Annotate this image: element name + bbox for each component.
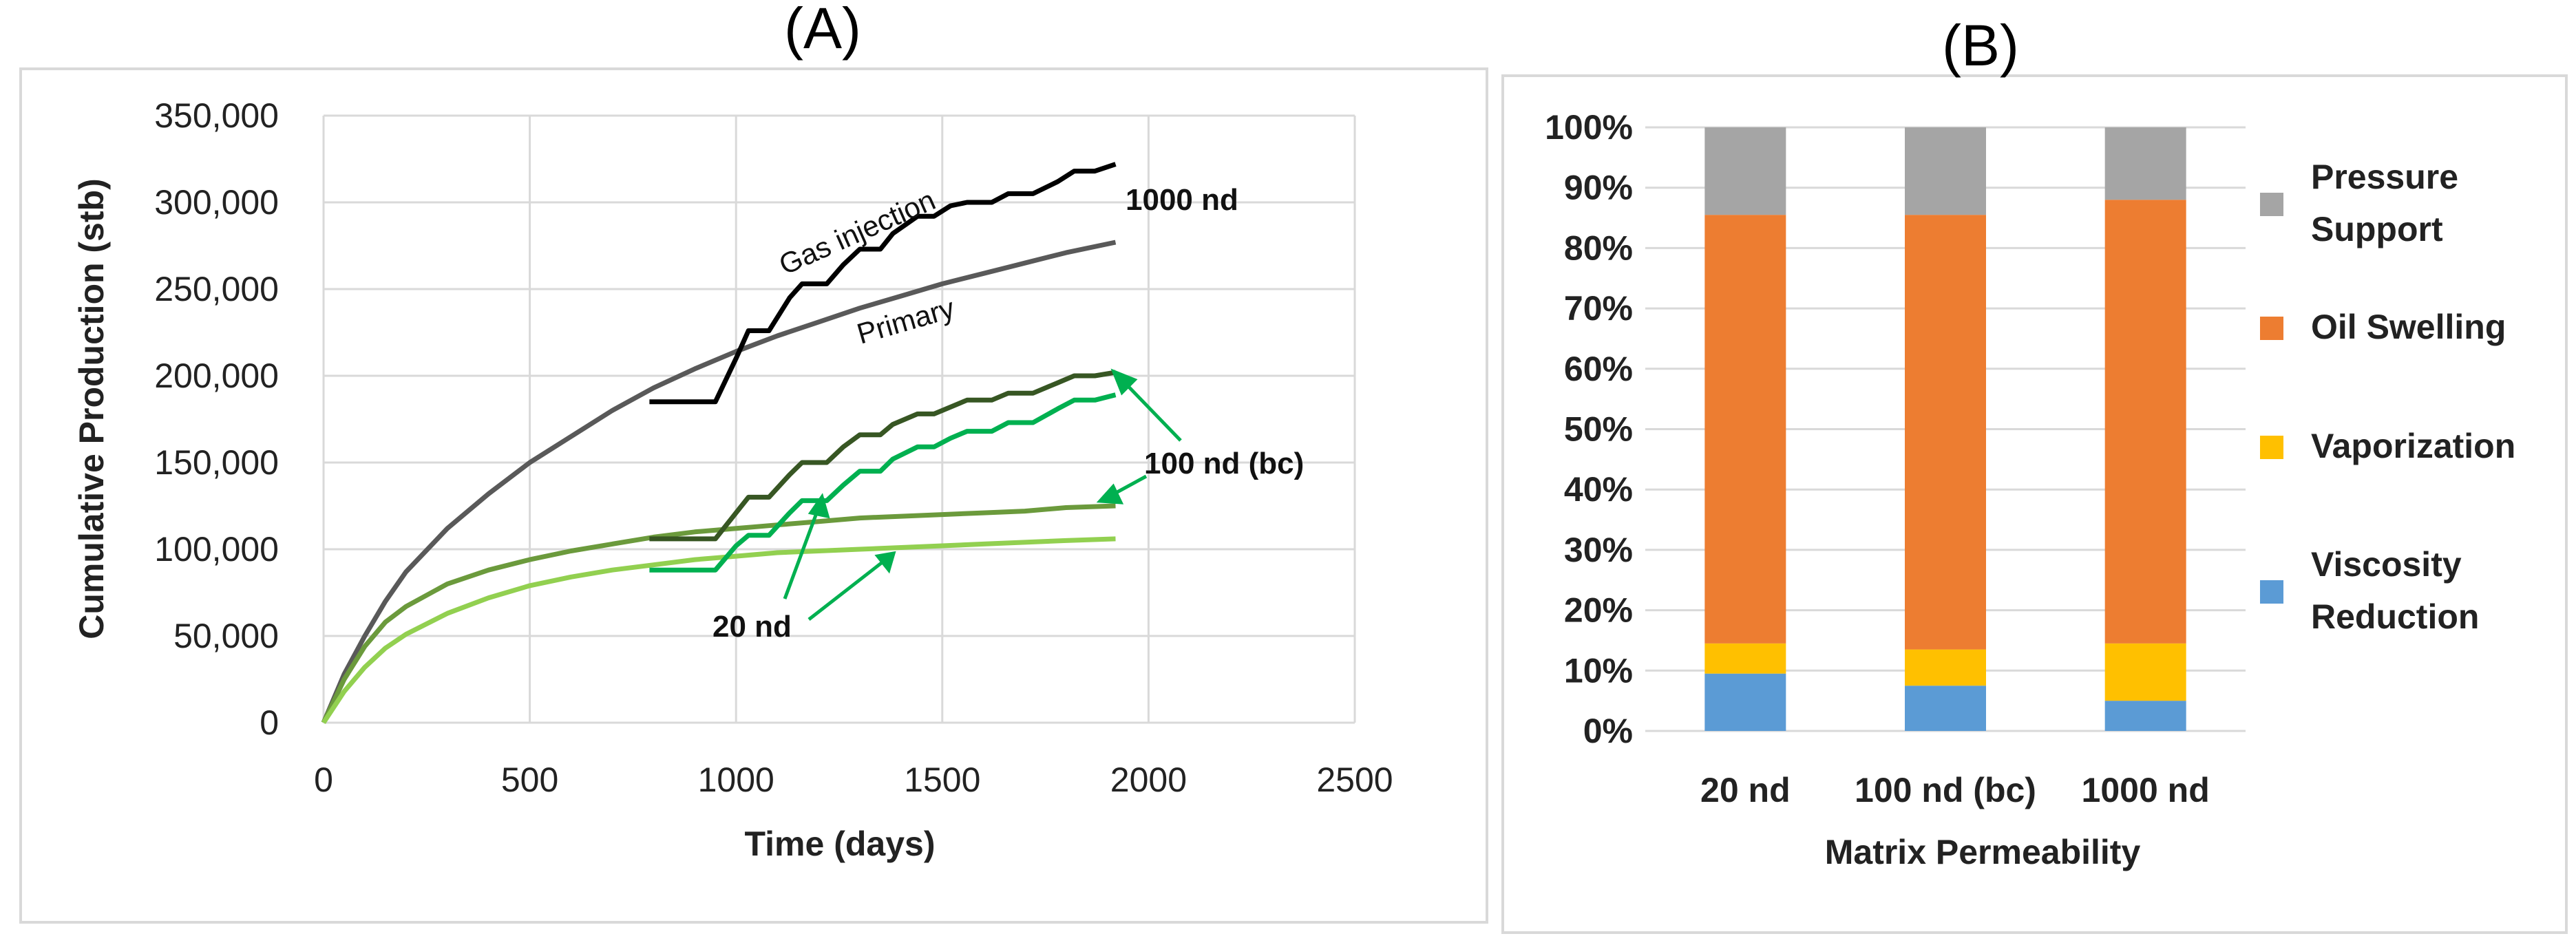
b-y-tick-label: 90%: [1564, 169, 1633, 207]
arrow-head-20nd-gas: [807, 493, 830, 519]
legend-swatch: [2260, 436, 2283, 459]
b-y-tick-label: 70%: [1564, 289, 1633, 328]
a-y-tick-label: 350,000: [154, 96, 279, 135]
series-line: [649, 392, 1117, 573]
series-line: [649, 370, 1117, 542]
series-line: [649, 162, 1117, 405]
legend-label: Viscosity: [2311, 545, 2462, 584]
a-y-axis-title: Cumulative Production (stb): [72, 178, 111, 639]
a-y-tick-label: 200,000: [154, 357, 279, 395]
a-y-tick-label: 150,000: [154, 443, 279, 482]
annotation-20nd: 20 nd: [712, 610, 792, 644]
legend-label: Oil Swelling: [2311, 308, 2506, 346]
b-y-tick-label: 10%: [1564, 651, 1633, 690]
a-y-tick-label: 0: [260, 703, 279, 742]
arrow-head-100nd-primary: [1096, 483, 1124, 505]
a-y-tick-label: 300,000: [154, 183, 279, 222]
legend-label: Pressure: [2311, 158, 2458, 196]
legend-swatch: [2260, 580, 2283, 604]
annotation-1000nd: 1000 nd: [1126, 183, 1238, 217]
stacked-bar-segment: [1704, 127, 1786, 215]
annotation-100nd: 100 nd (bc): [1144, 447, 1304, 480]
stacked-bar-segment: [1905, 215, 1986, 650]
legend-label: Support: [2311, 210, 2443, 248]
a-x-tick-label: 2000: [1110, 761, 1187, 799]
b-legend: Pressure Support Oil Swelling Vaporization V…: [2260, 158, 2515, 636]
stacked-bar-segment: [2104, 643, 2186, 701]
b-y-tick-label: 60%: [1564, 350, 1633, 388]
panel-a-title: (A): [784, 0, 861, 61]
stacked-bar-segment: [2104, 701, 2186, 731]
series-line: [321, 536, 1116, 724]
stacked-bar-segment: [1704, 643, 1786, 674]
arrow-head-100nd-gas: [1110, 368, 1138, 396]
b-x-tick-labels: 20 nd 100 nd (bc) 1000 nd: [1700, 771, 2210, 809]
a-x-tick-label: 500: [501, 761, 558, 799]
a-x-tick-label: 2500: [1316, 761, 1393, 799]
b-x-axis-title: Matrix Permeability: [1825, 833, 2141, 871]
stacked-bar-segment: [2104, 127, 2186, 200]
series-line: [321, 240, 1117, 724]
b-x-tick-label: 100 nd (bc): [1855, 771, 2036, 809]
stacked-bar-segment: [1905, 127, 1986, 215]
b-x-tick-label: 20 nd: [1700, 771, 1791, 809]
b-y-tick-label: 50%: [1564, 410, 1633, 449]
arrow-100nd-gas: [1119, 377, 1182, 442]
stacked-bar-segment: [2104, 200, 2186, 644]
b-y-tick-label: 40%: [1564, 470, 1633, 509]
a-gridlines: [322, 114, 1356, 724]
b-bars-group: [1704, 127, 2186, 731]
panel-b-title: (B): [1942, 13, 2019, 78]
legend-swatch: [2260, 193, 2283, 216]
panel-b-frame: [1501, 74, 2568, 934]
stacked-bar-segment: [1704, 673, 1786, 731]
b-x-tick-label: 1000 nd: [2082, 771, 2210, 809]
stacked-bar-segment: [1905, 649, 1986, 686]
a-x-axis-title: Time (days): [745, 825, 936, 863]
a-y-tick-label: 250,000: [154, 270, 279, 308]
b-y-tick-label: 100%: [1545, 108, 1633, 147]
a-x-tick-label: 0: [314, 761, 333, 799]
b-y-tick-label: 0%: [1583, 712, 1633, 750]
b-y-tick-labels: 0% 10% 20% 30% 40% 50% 60% 70% 80% 90% 100%: [1545, 108, 1633, 750]
legend-swatch: [2260, 317, 2283, 340]
a-series-group: [321, 162, 1117, 724]
a-x-tick-label: 1500: [904, 761, 980, 799]
annotation-arrows: [783, 368, 1182, 621]
a-y-tick-label: 50,000: [173, 617, 279, 655]
legend-label: Vaporization: [2311, 427, 2515, 465]
a-y-tick-label: 100,000: [154, 530, 279, 569]
a-x-tick-labels: 0 500 1000 1500 2000 2500: [314, 761, 1393, 799]
series-line: [321, 503, 1116, 724]
arrow-20nd-primary: [807, 558, 888, 621]
a-x-tick-label: 1000: [698, 761, 774, 799]
stacked-bar-segment: [1905, 686, 1986, 731]
arrow-head-20nd-primary: [874, 551, 896, 574]
b-y-tick-label: 20%: [1564, 591, 1633, 630]
b-y-tick-label: 80%: [1564, 229, 1633, 267]
legend-label: Reduction: [2311, 597, 2479, 636]
arrow-20nd-gas: [783, 505, 821, 599]
a-y-tick-labels: 0 50,000 100,000 150,000 200,000 250,000 300,0…: [154, 96, 279, 742]
stacked-bar-segment: [1704, 215, 1786, 644]
b-y-tick-label: 30%: [1564, 531, 1633, 569]
stacked-bar-chart-b: 20 nd 100 nd (bc) 1000 nd 0% 10% 20% 30% 40% 50…: [1545, 108, 2515, 871]
